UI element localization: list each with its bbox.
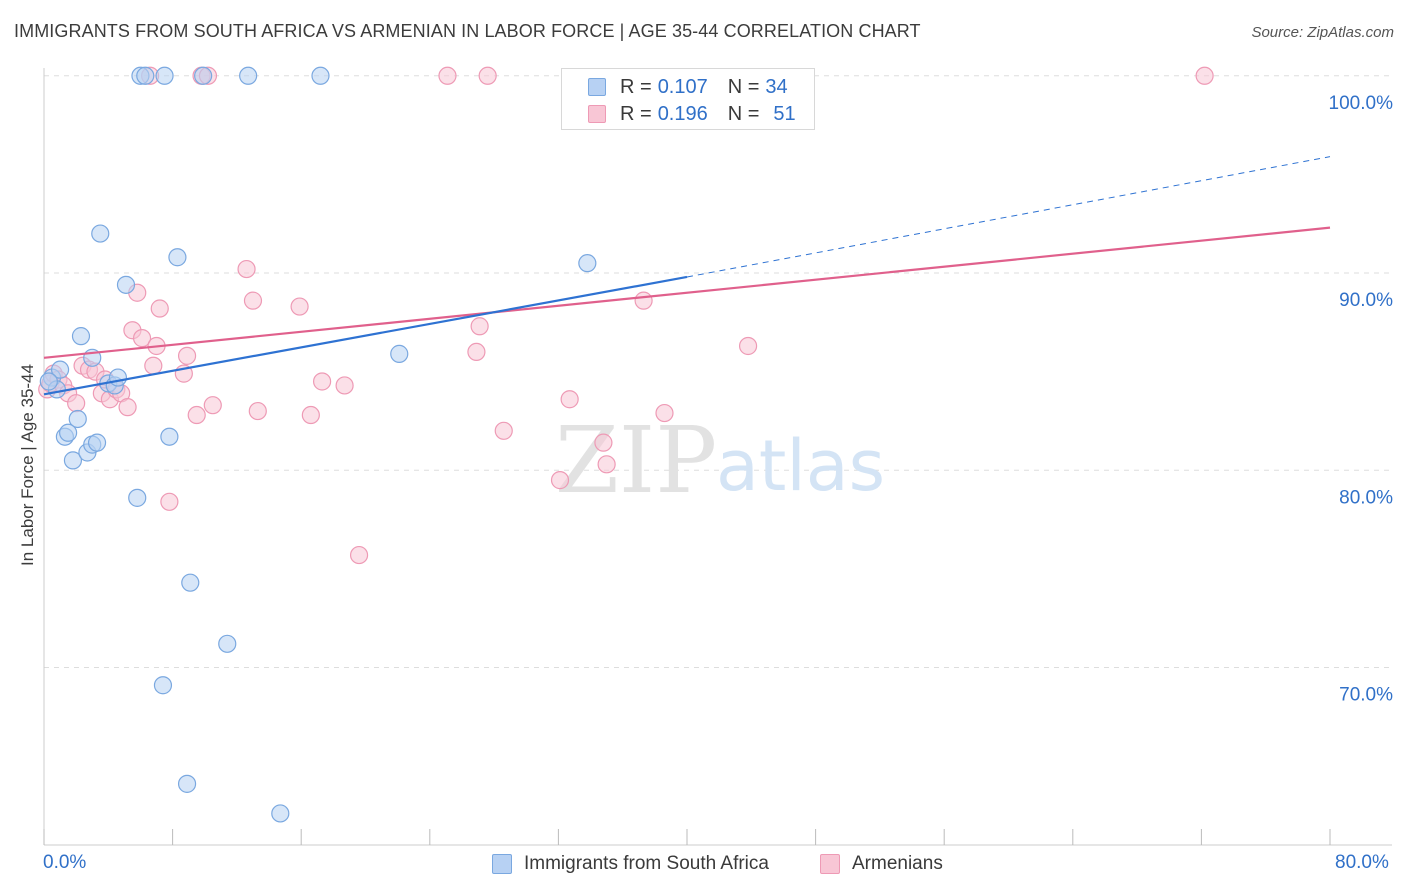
armenians-point xyxy=(494,421,513,440)
armenians-point xyxy=(312,372,332,391)
y-tick-label: 80.0% xyxy=(1339,487,1393,508)
armenians-point xyxy=(438,66,457,85)
armenians-point xyxy=(301,405,320,425)
armenians-point xyxy=(150,299,169,318)
armenians-point xyxy=(237,259,256,279)
south-africa-point xyxy=(311,66,330,85)
armenians-point xyxy=(560,390,579,409)
armenians-point xyxy=(177,346,197,365)
trend-lines xyxy=(43,156,1331,396)
armenians-trend-line xyxy=(43,226,1331,359)
south-africa-point xyxy=(50,360,70,379)
south-africa-point xyxy=(68,409,87,429)
armenians-point xyxy=(203,396,222,415)
watermark: ZIP atlas xyxy=(555,407,885,514)
south-africa-points xyxy=(39,66,597,823)
armenians-point xyxy=(594,433,613,452)
y-tick-label: 100.0% xyxy=(1329,93,1394,114)
south-africa-point xyxy=(63,451,83,470)
grid-lines xyxy=(44,75,1392,668)
armenians-point xyxy=(118,398,137,417)
x-tick-max: 80.0% xyxy=(1335,852,1389,873)
south-africa-point xyxy=(239,66,258,85)
armenians-point xyxy=(132,329,152,348)
chart-title: IMMIGRANTS FROM SOUTH AFRICA VS ARMENIAN… xyxy=(14,21,921,41)
south-africa-point xyxy=(168,248,187,267)
legend-r-label: R = xyxy=(620,75,652,98)
south-africa-point xyxy=(194,66,213,85)
armenians-point xyxy=(478,66,497,85)
series-legend-swatch-blue xyxy=(492,854,512,874)
legend-n-value: 34 xyxy=(765,75,788,98)
armenians-point xyxy=(243,291,263,310)
x-tick-min: 0.0% xyxy=(43,852,87,873)
armenians-point xyxy=(550,471,570,490)
legend-swatch-blue xyxy=(588,78,606,96)
legend-r-label: R = xyxy=(620,102,652,125)
armenians-point xyxy=(467,342,486,362)
south-africa-point xyxy=(181,573,200,592)
legend-row-armenians: R = 0.196 N = 51 xyxy=(588,101,796,127)
armenians-point xyxy=(738,336,758,356)
armenians-point xyxy=(1195,66,1214,85)
axes xyxy=(43,68,1392,846)
south-africa-point xyxy=(108,368,128,387)
south-africa-point xyxy=(136,66,155,85)
south-africa-point xyxy=(116,275,136,294)
y-tick-label: 70.0% xyxy=(1339,684,1393,705)
armenians-point xyxy=(335,376,354,395)
legend-n-label: N = xyxy=(727,75,760,98)
armenians-point xyxy=(634,291,653,310)
armenians-point xyxy=(144,356,163,375)
armenians-point xyxy=(349,545,369,565)
series-legend-south-africa: Immigrants from South Africa xyxy=(492,850,769,878)
legend-swatch-pink xyxy=(588,105,606,123)
armenians-point xyxy=(470,317,489,336)
armenians-point xyxy=(160,492,179,511)
series-legend-swatch-pink xyxy=(820,854,840,874)
legend-r-value: 0.107 xyxy=(657,75,708,98)
watermark-zip: ZIP xyxy=(555,407,717,514)
armenians-point xyxy=(290,297,309,316)
legend-row-south-africa: R = 0.107 N = 34 xyxy=(588,74,788,100)
south-africa-point xyxy=(390,344,409,363)
south-africa-point xyxy=(39,372,58,391)
south-africa-trend-line xyxy=(43,275,688,396)
series-legend-label: Armenians xyxy=(852,853,943,874)
south-africa-point xyxy=(87,433,107,452)
south-africa-point xyxy=(177,774,197,793)
south-africa-point xyxy=(160,427,179,446)
south-africa-point xyxy=(271,804,290,823)
legend-n-value: 51 xyxy=(773,102,796,125)
watermark-atlas: atlas xyxy=(716,425,885,507)
south-africa-point xyxy=(91,224,110,243)
armenians-point xyxy=(597,455,616,474)
south-africa-point xyxy=(128,488,147,507)
armenians-point xyxy=(67,394,86,413)
series-legend-armenians: Armenians xyxy=(820,850,943,878)
source-credit: Source: ZipAtlas.com xyxy=(1251,24,1394,41)
south-africa-point xyxy=(59,423,78,442)
armenians-point xyxy=(655,403,674,423)
y-tick-label: 90.0% xyxy=(1339,290,1393,311)
correlation-legend: R = 0.107 N = 34 R = 0.196 N = 51 xyxy=(561,68,815,130)
south-africa-point xyxy=(578,254,597,273)
south-africa-trend-extension xyxy=(686,156,1331,278)
south-africa-point xyxy=(218,634,237,653)
armenians-point xyxy=(187,405,206,425)
y-tick-labels: 100.0% 90.0% 80.0% 70.0% xyxy=(1329,93,1394,706)
legend-n-label: N = xyxy=(727,102,760,125)
series-legend-label: Immigrants from South Africa xyxy=(524,853,769,874)
south-africa-point xyxy=(71,327,91,346)
south-africa-point xyxy=(153,676,173,695)
armenians-point xyxy=(248,401,267,421)
legend-r-value: 0.196 xyxy=(657,102,708,125)
south-africa-point xyxy=(155,66,174,85)
